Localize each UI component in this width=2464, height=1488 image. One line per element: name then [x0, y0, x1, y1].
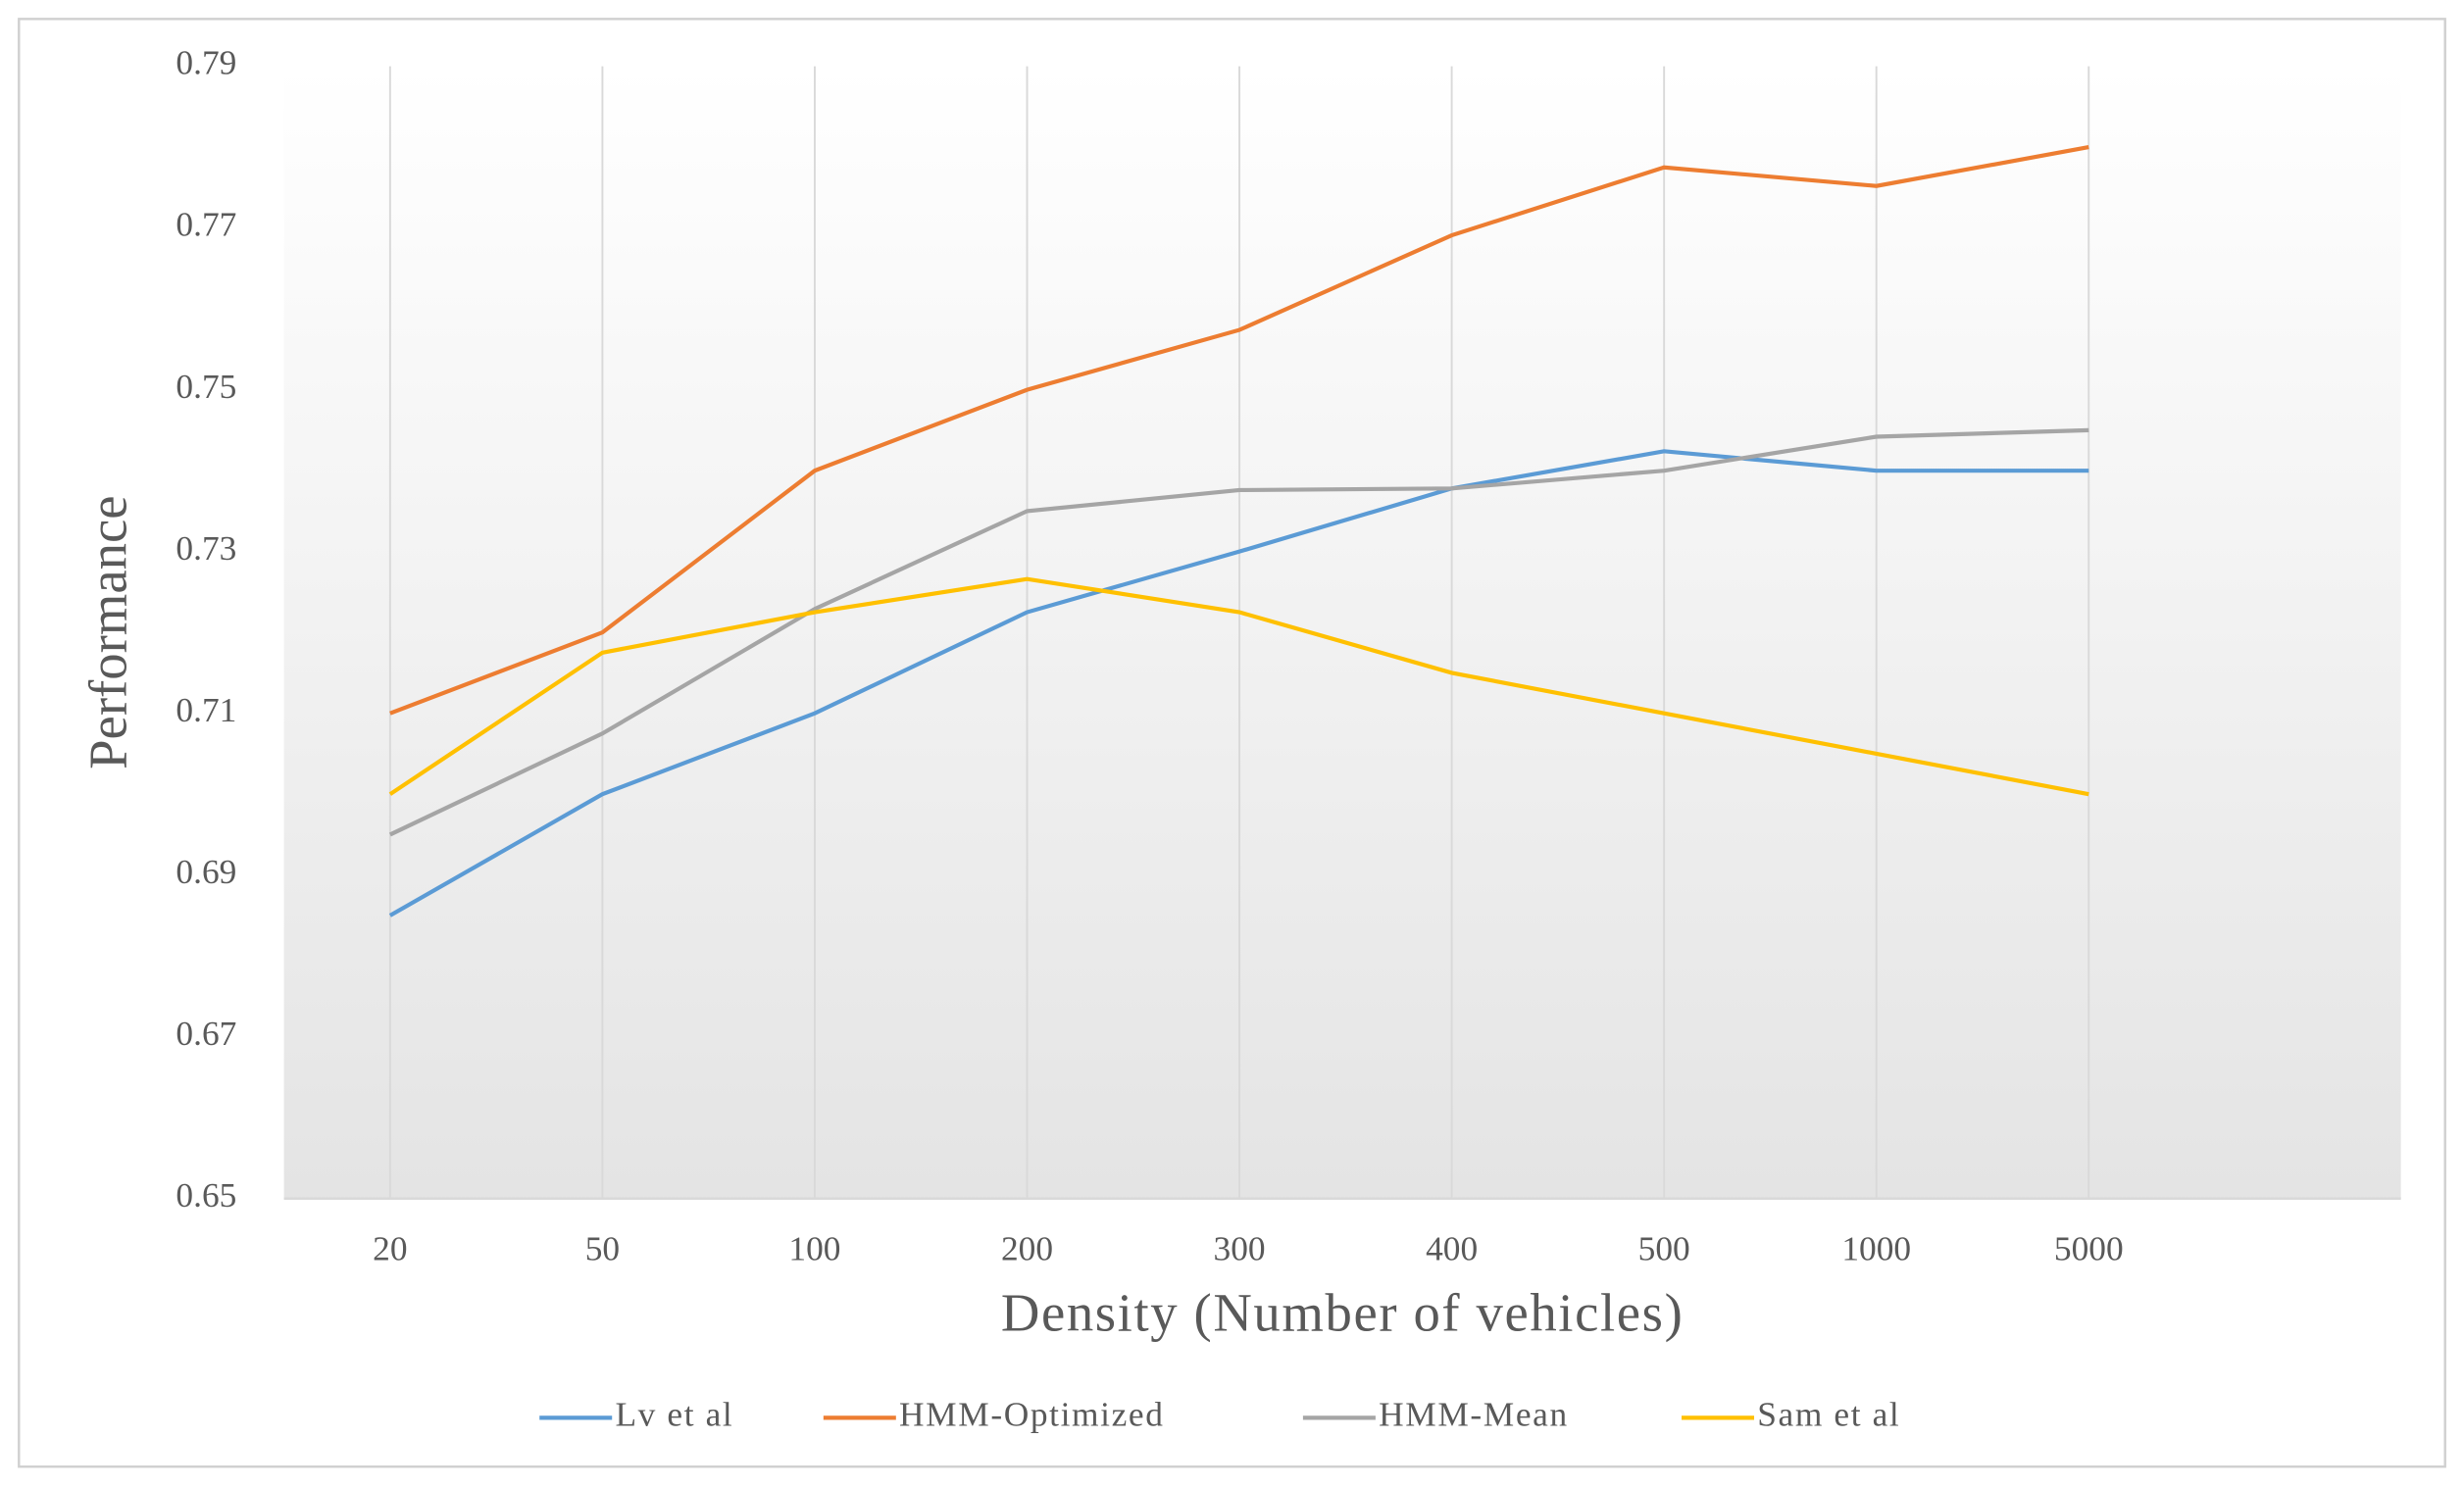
x-tick-label: 20: [373, 1229, 407, 1268]
x-tick-label: 200: [1001, 1229, 1053, 1268]
legend-label: Lv et al: [615, 1394, 733, 1433]
y-tick-label: 0.73: [176, 528, 236, 568]
x-tick-label: 1000: [1841, 1229, 1911, 1268]
y-tick-label: 0.65: [176, 1175, 236, 1215]
series-line: [388, 427, 2089, 837]
x-tick-label: 50: [585, 1229, 620, 1268]
x-axis-label: Density (Number of vehicles): [1001, 1283, 1685, 1343]
y-tick-label: 0.77: [176, 205, 236, 244]
x-tick-label: 500: [1638, 1229, 1690, 1268]
y-tick-label: 0.71: [176, 690, 236, 729]
series-line: [388, 576, 2089, 797]
x-tick-label: 100: [788, 1229, 840, 1268]
x-tick-label: 400: [1426, 1229, 1478, 1268]
y-tick-label: 0.75: [176, 367, 236, 406]
y-tick-label: 0.67: [176, 1014, 236, 1053]
series-line: [389, 145, 2089, 716]
y-axis-label: Performance: [77, 495, 137, 769]
x-tick-label: 5000: [2054, 1229, 2124, 1268]
legend-label: HMM-Mean: [1379, 1394, 1569, 1433]
y-tick-label: 0.79: [176, 43, 236, 82]
x-tick-label: 300: [1214, 1229, 1266, 1268]
legend-label: HMM-Optimized: [899, 1394, 1164, 1433]
legend-label: Sam et al: [1757, 1394, 1900, 1433]
y-tick-label: 0.69: [176, 852, 236, 891]
plot-area: [283, 66, 2401, 1199]
series-line: [388, 449, 2089, 918]
